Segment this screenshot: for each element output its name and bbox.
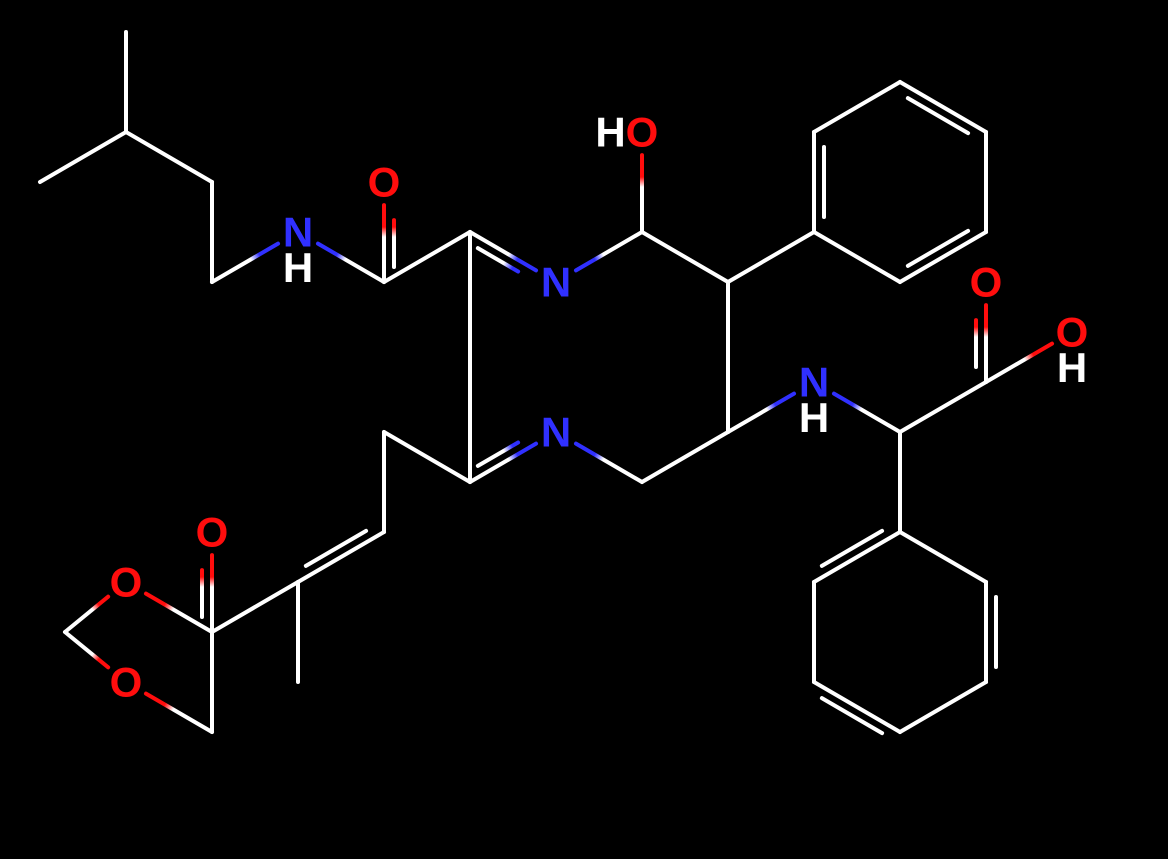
svg-text:H: H (595, 109, 625, 156)
atom-o: O (368, 159, 401, 206)
svg-text:N: N (541, 259, 571, 306)
svg-text:O: O (626, 109, 659, 156)
svg-text:N: N (541, 409, 571, 456)
atom-n: N (541, 259, 571, 306)
svg-text:O: O (368, 159, 401, 206)
svg-text:H: H (283, 244, 313, 291)
atom-o: OH (1056, 309, 1089, 392)
svg-text:O: O (196, 509, 229, 556)
atom-n: NH (283, 209, 313, 292)
atom-o: OH (595, 109, 658, 156)
svg-text:H: H (799, 394, 829, 441)
svg-text:O: O (110, 659, 143, 706)
svg-text:H: H (1057, 344, 1087, 391)
svg-text:O: O (970, 259, 1003, 306)
atom-n: N (541, 409, 571, 456)
atom-o: O (196, 509, 229, 556)
atom-o: O (110, 659, 143, 706)
svg-text:O: O (110, 559, 143, 606)
atom-o: O (970, 259, 1003, 306)
atom-n: NH (799, 359, 829, 442)
atom-o: O (110, 559, 143, 606)
molecule-diagram: NHONNOOOOHNHOOH (0, 0, 1168, 859)
